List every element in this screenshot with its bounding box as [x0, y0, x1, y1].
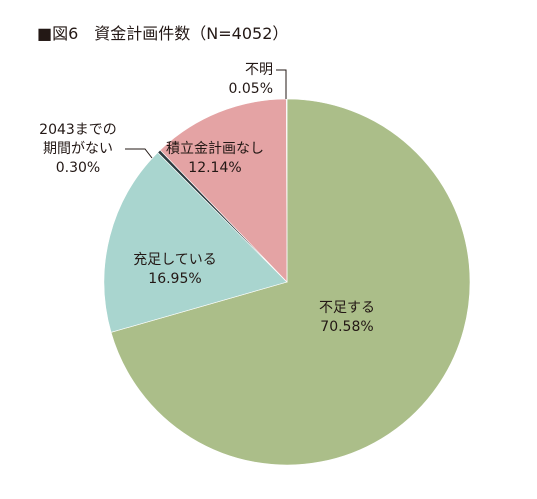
slice-percent-keikaku: 12.14% — [188, 160, 241, 176]
slice-percent-jusoku: 16.95% — [148, 271, 201, 287]
slice-label-fumei: 不明 — [245, 62, 273, 78]
pie-slices — [103, 98, 471, 466]
slice-percent-nai2043: 0.30% — [56, 160, 100, 176]
slice-label-jusoku: 充足している — [133, 252, 217, 268]
slice-label-fusoku: 不足する — [319, 300, 375, 316]
slice-percent-fusoku: 70.58% — [320, 319, 373, 335]
pie-slice-keikaku — [159, 98, 288, 283]
slice-label-keikaku: 積立金計画なし — [166, 141, 264, 157]
pie-slice-fusoku — [110, 98, 471, 466]
leader-lines — [125, 69, 287, 159]
slice-label-nai2043: 期間がない — [43, 141, 113, 157]
leader-line-nai2043 — [125, 148, 153, 159]
chart-title: ■図6 資金計画件数（N=4052） — [37, 24, 289, 43]
leader-line-fumei — [276, 69, 287, 99]
slice-label-nai2043: 2043までの — [39, 122, 117, 138]
slice-percent-fumei: 0.05% — [229, 81, 273, 97]
pie-slice-jusoku — [103, 152, 288, 333]
